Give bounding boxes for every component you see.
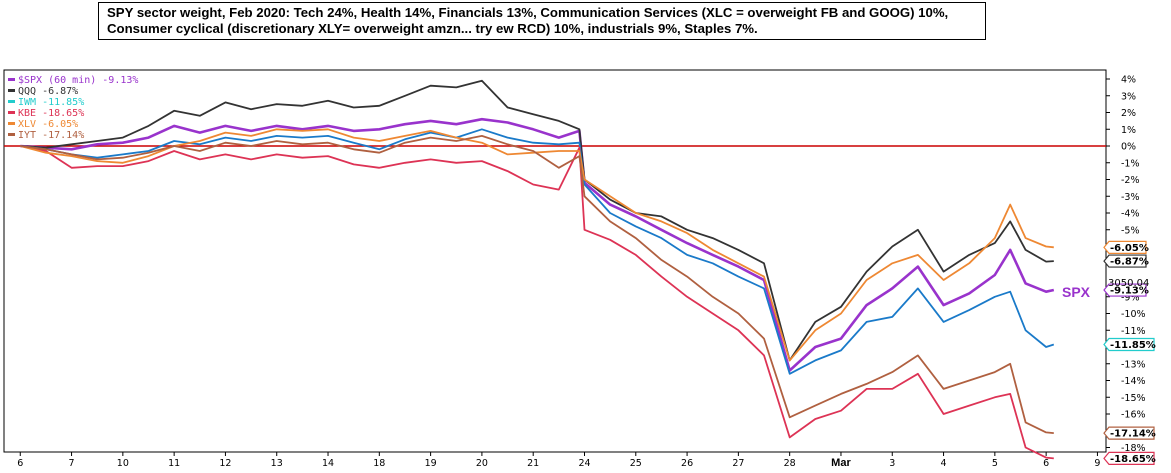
- price-badges: -9.13% -6.87% -11.85% -18.65% -6.05% -17.14%: [1103, 240, 1156, 465]
- x-tick-label: 24: [578, 458, 590, 469]
- y-tick-label: -10%: [1121, 309, 1146, 320]
- legend-swatch: [8, 133, 15, 136]
- x-tick-label: 14: [322, 458, 334, 469]
- price-badge: [1103, 283, 1147, 297]
- price-badge: [1103, 337, 1155, 352]
- price-badge: [1103, 254, 1147, 268]
- price-badge-value: -18.65%: [1110, 454, 1156, 465]
- legend-entry: IYT -17.14%: [18, 130, 84, 141]
- legend-swatch: [8, 100, 15, 103]
- x-tick-label: 10: [117, 458, 129, 469]
- y-tick-label: 0%: [1121, 142, 1136, 153]
- price-badge-value: -6.87%: [1110, 257, 1149, 268]
- y-tick-label: -4%: [1121, 209, 1140, 220]
- x-tick-label: 4: [941, 458, 947, 469]
- x-tick-label: Mar: [831, 457, 851, 469]
- y-tick-label: -5%: [1121, 225, 1140, 236]
- x-tick-label: 11: [168, 458, 180, 469]
- series-line: [20, 117, 1055, 372]
- y-tick-label: -11%: [1121, 326, 1146, 337]
- y-tick-label: -1%: [1121, 158, 1140, 169]
- x-axis: 6 7 10 11 12 13 14 18 19 20 21 24 25 26 27 28 Mar 3 4 5 6 9: [17, 452, 1100, 469]
- legend-swatch: [8, 89, 15, 92]
- legend-swatch: [8, 111, 15, 114]
- price-badge-value: -6.05%: [1110, 243, 1149, 254]
- y-tick-label: -14%: [1121, 376, 1146, 387]
- x-tick-label: 19: [425, 458, 437, 469]
- x-tick-label: 20: [476, 458, 488, 469]
- y-tick-label: -15%: [1121, 393, 1146, 404]
- series-line: [20, 128, 1055, 375]
- side-price-label: 3050.04: [1108, 278, 1149, 289]
- price-badge-value: -11.85%: [1110, 340, 1156, 351]
- x-tick-label: 26: [681, 458, 693, 469]
- legend-entry: XLV -6.05%: [18, 119, 78, 130]
- annotation-box: SPY sector weight, Feb 2020: Tech 24%, H…: [98, 2, 986, 40]
- price-badge: [1103, 451, 1155, 465]
- x-tick-label: 12: [219, 458, 231, 469]
- price-badge: [1103, 426, 1155, 440]
- y-tick-label: -18%: [1121, 443, 1146, 454]
- price-badge-value: -17.14%: [1110, 429, 1156, 440]
- y-tick-label: -16%: [1121, 410, 1146, 421]
- legend-entry: $SPX (60 min) -9.13%: [18, 75, 138, 86]
- y-tick-label: -3%: [1121, 192, 1140, 203]
- y-tick-label: -13%: [1121, 359, 1146, 370]
- x-tick-label: 9: [1094, 458, 1100, 469]
- x-tick-label: 18: [373, 458, 385, 469]
- x-tick-label: 6: [1043, 458, 1049, 469]
- price-badge-value: -9.13%: [1110, 286, 1149, 297]
- x-tick-label: 3: [889, 458, 895, 469]
- series-line: [20, 145, 1054, 460]
- legend-entry: KBE -18.65%: [18, 108, 84, 119]
- y-tick-label: 1%: [1121, 125, 1136, 136]
- legend-swatch: [8, 122, 15, 125]
- x-tick-label: 7: [69, 458, 75, 469]
- series-line: [20, 134, 1054, 434]
- y-tick-label: 4%: [1121, 75, 1136, 86]
- legend-entry: IWM -11.85%: [18, 97, 84, 108]
- x-tick-label: 27: [732, 458, 744, 469]
- series-line: [20, 79, 1054, 362]
- series-lines: [20, 79, 1055, 460]
- y-tick-label: -9%: [1121, 292, 1140, 303]
- legend-swatch: [8, 78, 15, 81]
- x-tick-label: 6: [17, 458, 23, 469]
- series-line: [20, 128, 1054, 362]
- x-tick-label: 25: [630, 458, 642, 469]
- y-tick-label: -2%: [1121, 175, 1140, 186]
- legend: $SPX (60 min) -9.13%QQQ -6.87%IWM -11.85…: [8, 75, 138, 141]
- price-badge: [1103, 240, 1147, 254]
- y-tick-label: 3%: [1121, 91, 1136, 102]
- spx-series-label: SPX: [1062, 284, 1091, 300]
- x-tick-label: 21: [527, 458, 539, 469]
- x-tick-label: 13: [271, 458, 283, 469]
- legend-entry: QQQ -6.87%: [18, 86, 78, 97]
- y-tick-label: 2%: [1121, 108, 1136, 119]
- x-tick-label: 28: [784, 458, 796, 469]
- x-tick-label: 5: [992, 458, 998, 469]
